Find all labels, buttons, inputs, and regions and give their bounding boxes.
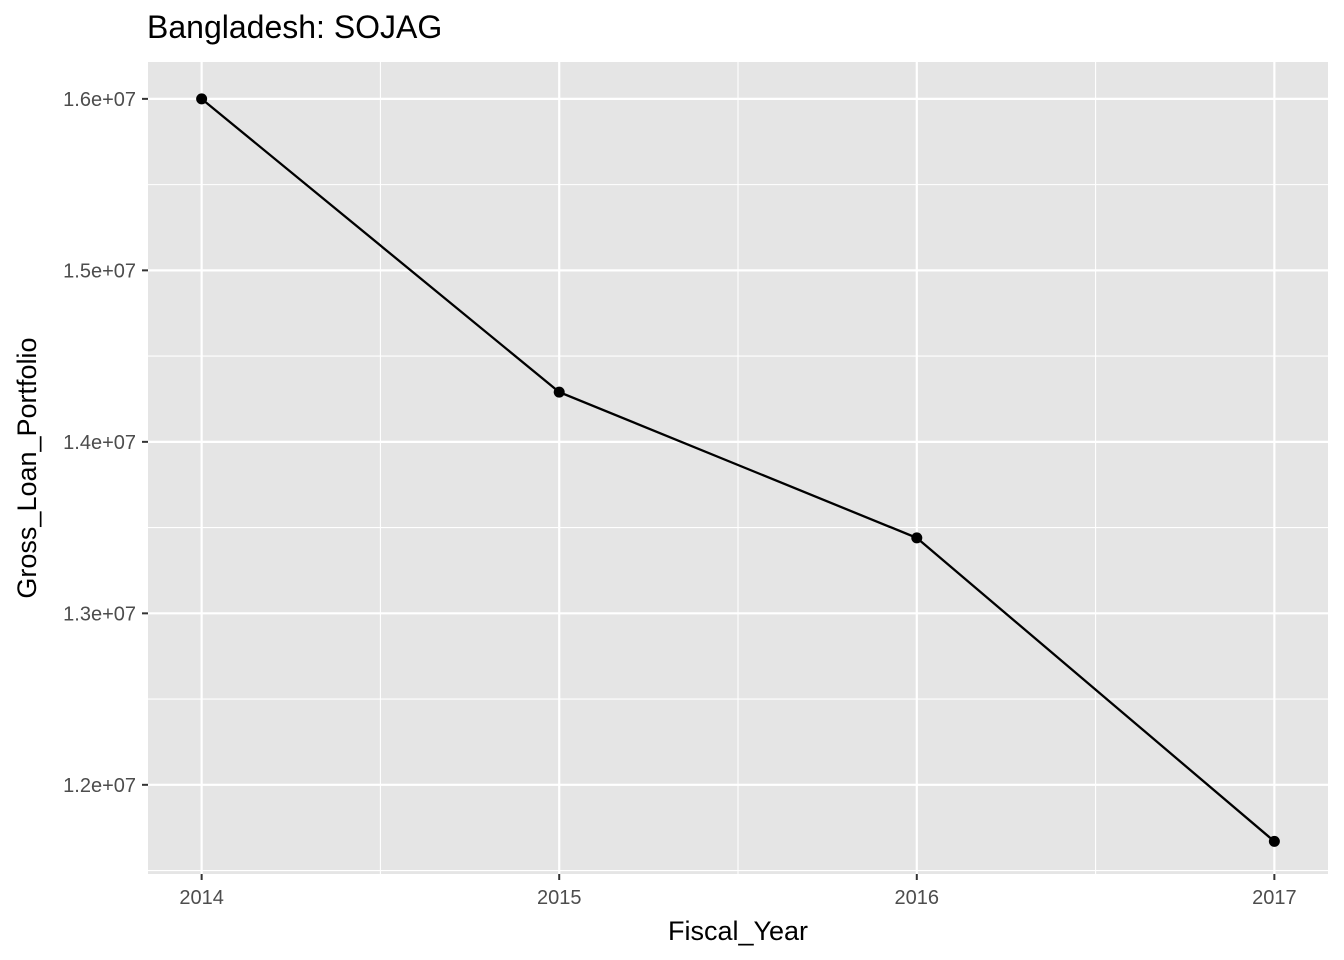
y-tick-label: 1.2e+07 [63, 775, 136, 797]
y-tick-label: 1.6e+07 [63, 89, 136, 111]
minor-gridlines [148, 62, 1328, 874]
series-group [196, 93, 1280, 847]
y-tick-label: 1.5e+07 [63, 260, 136, 282]
data-point [911, 532, 923, 544]
data-point [1268, 835, 1280, 847]
y-axis: 1.2e+07 1.3e+07 1.4e+07 1.5e+07 1.6e+07 [63, 89, 148, 797]
x-axis: 2014 2015 2016 2017 [179, 874, 1297, 909]
x-tick-label: 2014 [179, 887, 224, 909]
series-line [200, 97, 1276, 843]
x-axis-title: Fiscal_Year [668, 916, 808, 946]
chart-title: Bangladesh: SOJAG [147, 9, 442, 45]
data-point [553, 386, 565, 398]
major-gridlines [148, 62, 1328, 874]
data-point [196, 93, 208, 105]
y-tick-label: 1.4e+07 [63, 432, 136, 454]
x-tick-label: 2017 [1252, 887, 1297, 909]
x-tick-label: 2015 [537, 887, 582, 909]
x-tick-label: 2016 [895, 887, 940, 909]
y-axis-title: Gross_Loan_Portfolio [12, 337, 42, 598]
y-tick-label: 1.3e+07 [63, 603, 136, 625]
